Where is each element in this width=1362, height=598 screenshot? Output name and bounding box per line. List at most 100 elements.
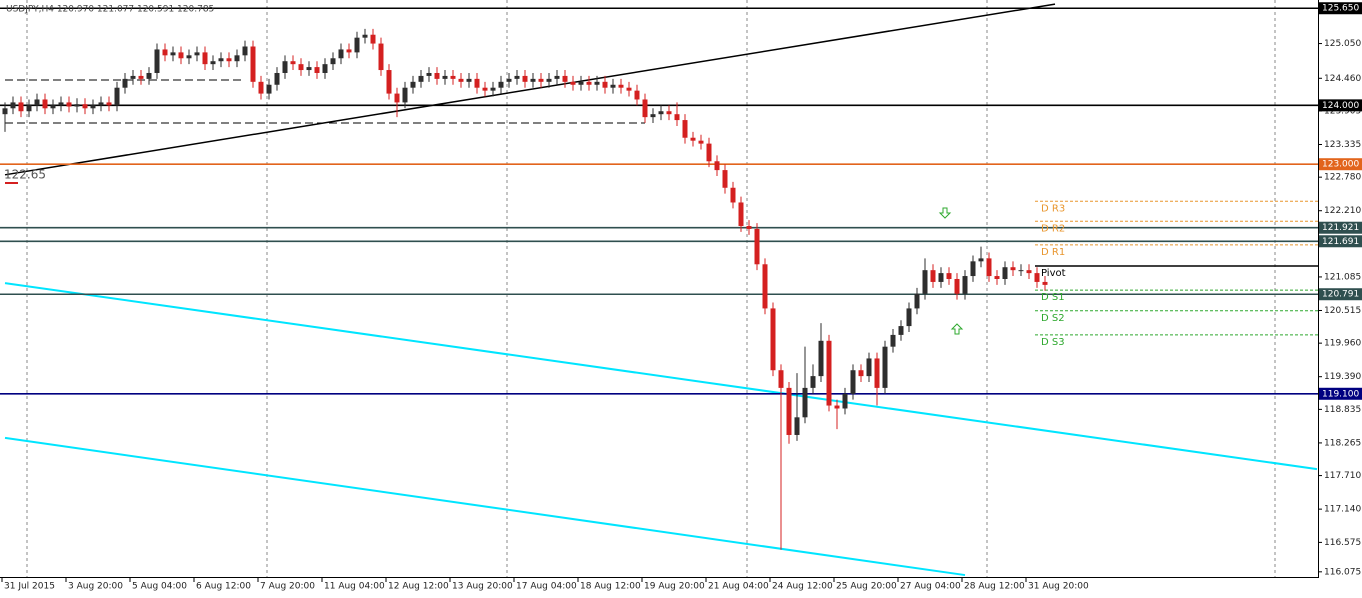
candle-body [562, 75, 568, 82]
candle-body [370, 34, 376, 44]
y-tick-label: 125.050 [1324, 39, 1361, 49]
candle-body [914, 293, 920, 309]
candle-body [18, 102, 24, 112]
candle-body [466, 78, 472, 82]
candle-body [610, 84, 616, 88]
candle-body [26, 105, 32, 112]
x-tick-label: 3 Aug 20:00 [68, 582, 123, 592]
candle-body [978, 258, 984, 262]
y-tick-label: 117.140 [1324, 505, 1361, 515]
candle-body [442, 75, 448, 79]
y-tick-label: 122.210 [1324, 206, 1361, 216]
candle-body [74, 104, 80, 107]
candle-body [810, 376, 816, 388]
candle-body [282, 61, 288, 73]
candle-body [826, 340, 832, 406]
candle-body [946, 273, 952, 279]
level-label: 119.100 [1322, 389, 1359, 399]
candle-body [754, 228, 760, 265]
candle-body [786, 387, 792, 435]
pivot-label: D R2 [1041, 223, 1065, 234]
x-tick-label: 13 Aug 20:00 [452, 582, 513, 592]
x-tick-label: 7 Aug 20:00 [260, 582, 315, 592]
candle-body [90, 105, 96, 109]
candle-body [362, 34, 368, 38]
level-label-box [1319, 221, 1362, 234]
candle-body [1010, 267, 1016, 271]
candle-body [730, 187, 736, 203]
level-label: 124.000 [1322, 101, 1359, 111]
x-tick-label: 17 Aug 04:00 [516, 582, 577, 592]
level-label-box [1319, 387, 1362, 400]
x-tick-label: 19 Aug 20:00 [644, 582, 705, 592]
candle-body [218, 58, 224, 62]
x-tick-label: 6 Aug 12:00 [196, 582, 251, 592]
pivot-label: D S2 [1041, 313, 1065, 324]
x-tick-label: 25 Aug 20:00 [836, 582, 897, 592]
y-tick-label: 124.460 [1324, 74, 1361, 84]
level-label: 125.650 [1322, 4, 1359, 14]
candle-body [450, 75, 456, 79]
candle-body [250, 46, 256, 82]
y-tick-label: 117.710 [1324, 471, 1361, 481]
candle-body [410, 81, 416, 88]
candle-body [322, 64, 328, 73]
candle-body [98, 102, 104, 106]
candle-body [506, 78, 512, 82]
candle-body [1002, 267, 1008, 279]
candle-body [354, 37, 360, 53]
candle-body [474, 78, 480, 88]
x-tick-label: 11 Aug 04:00 [324, 582, 385, 592]
candle-body [386, 70, 392, 94]
candle-body [482, 87, 488, 91]
pivot-label: D R3 [1041, 203, 1065, 214]
candle-body [458, 78, 464, 82]
candle-body [114, 87, 120, 106]
candle-body [706, 143, 712, 162]
y-tick-label: 120.515 [1324, 306, 1361, 316]
candle-body [594, 81, 600, 85]
candle-body [498, 81, 504, 88]
candle-body [994, 276, 1000, 279]
candle-body [834, 405, 840, 409]
candle-body [570, 81, 576, 85]
y-tick-label: 119.960 [1324, 339, 1361, 349]
candle-body [186, 55, 192, 59]
candle-body [434, 72, 440, 79]
candle-body [258, 81, 264, 94]
candle-body [170, 52, 176, 56]
candle-body [10, 102, 16, 109]
candle-body [226, 58, 232, 62]
level-label-box [1319, 2, 1362, 15]
candle-body [1042, 281, 1048, 285]
candle-body [858, 370, 864, 377]
candle-body [954, 278, 960, 294]
candle-body [602, 81, 608, 88]
trend-line [4, 3, 1056, 176]
candle-body [306, 67, 312, 71]
candle-body [418, 75, 424, 82]
candle-body [898, 326, 904, 335]
candle-body [522, 75, 528, 82]
candle-body [2, 108, 8, 115]
plot [0, 3, 1318, 577]
candle-body [210, 61, 216, 65]
candle-body [938, 273, 944, 282]
candle-body [42, 99, 48, 109]
y-tick-label: 123.905 [1324, 106, 1361, 116]
candle-body [930, 270, 936, 282]
candle-body [106, 102, 112, 106]
candle-body [850, 370, 856, 394]
candle-body [402, 87, 408, 103]
candle-body [586, 81, 592, 85]
candle-body [1018, 270, 1024, 272]
candle-body [178, 52, 184, 59]
candle-body [122, 78, 128, 88]
candle-body [1026, 270, 1032, 274]
candle-body [962, 276, 968, 294]
candle-body [922, 270, 928, 294]
time-grid [26, 0, 1276, 577]
candle-body [802, 387, 808, 418]
y-tick-label: 118.835 [1324, 405, 1361, 415]
candle-body [578, 81, 584, 85]
